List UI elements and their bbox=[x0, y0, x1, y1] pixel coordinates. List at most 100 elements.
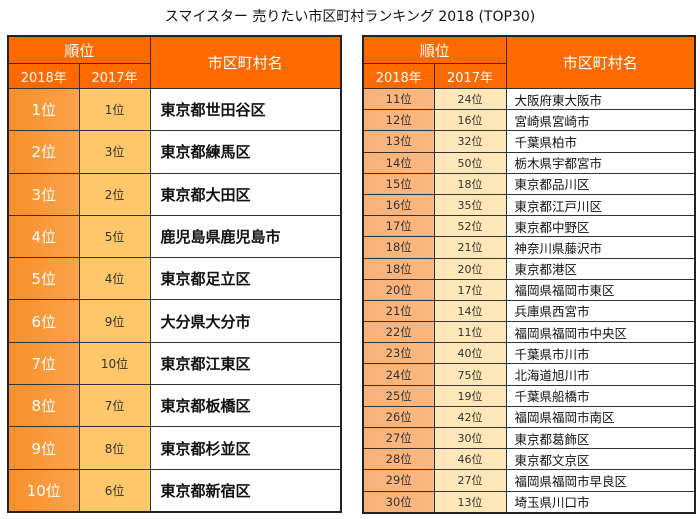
table-row: 14位 50位 栃木県宇都宮市 bbox=[362, 151, 696, 174]
rank-2017-cell: 6位 bbox=[78, 468, 151, 513]
municipality-name-cell: 東京都江東区 bbox=[149, 341, 342, 386]
rank-2018-cell: 16位 bbox=[362, 193, 435, 217]
rank-2018-cell: 25位 bbox=[362, 384, 435, 407]
rank-2018-cell: 17位 bbox=[362, 215, 435, 238]
table-row: 1位 1位 東京都世田谷区 bbox=[7, 87, 342, 132]
table-row: 24位 75位 北海道旭川市 bbox=[362, 363, 696, 386]
table-row: 3位 2位 東京都大田区 bbox=[7, 172, 342, 216]
table-row: 8位 7位 東京都板橋区 bbox=[7, 384, 342, 428]
table-row: 4位 5位 鹿児島県鹿児島市 bbox=[7, 214, 342, 259]
rank-2018-cell: 15位 bbox=[362, 172, 435, 195]
rank-2017-cell: 14位 bbox=[433, 299, 507, 323]
municipality-name-cell: 東京都江戸川区 bbox=[505, 193, 696, 217]
rank-2017-cell: 16位 bbox=[433, 109, 507, 132]
table-row: 22位 11位 福岡県福岡市中央区 bbox=[362, 321, 696, 344]
municipality-name-cell: 東京都品川区 bbox=[505, 172, 696, 195]
rank-2018-cell: 9位 bbox=[7, 426, 80, 470]
municipality-name-cell: 栃木県宇都宮市 bbox=[505, 151, 696, 174]
table-row: 15位 18位 東京都品川区 bbox=[362, 172, 696, 195]
table-row: 21位 14位 兵庫県西宮市 bbox=[362, 299, 696, 323]
rank-2018-cell: 26位 bbox=[362, 405, 435, 429]
year-2017-header: 2017年 bbox=[78, 63, 151, 89]
table-row: 25位 19位 千葉県船橋市 bbox=[362, 384, 696, 407]
rank-2017-cell: 21位 bbox=[433, 236, 507, 259]
rank-2018-cell: 12位 bbox=[362, 109, 435, 132]
rank-2018-cell: 4位 bbox=[7, 214, 80, 259]
table-row: 16位 35位 東京都江戸川区 bbox=[362, 193, 696, 217]
rank-2017-cell: 10位 bbox=[78, 341, 151, 386]
municipality-name-cell: 東京都足立区 bbox=[149, 257, 342, 301]
municipality-name-cell: 福岡県福岡市東区 bbox=[505, 278, 696, 301]
municipality-name-cell: 東京都葛飾区 bbox=[505, 426, 696, 450]
table-row: 29位 27位 福岡県福岡市早良区 bbox=[362, 469, 696, 492]
rank-2017-cell: 4位 bbox=[78, 257, 151, 301]
ranking-table-11-30: 順位 市区町村名 2018年 2017年 11位 24位 大阪府東大阪市 12位 16位… bbox=[362, 35, 697, 514]
municipality-name-cell: 東京都杉並区 bbox=[149, 426, 342, 470]
rank-2017-cell: 3位 bbox=[78, 130, 151, 174]
table-row: 7位 10位 東京都江東区 bbox=[7, 341, 342, 386]
rank-2018-cell: 18位 bbox=[362, 257, 435, 280]
municipality-name-cell: 福岡県福岡市早良区 bbox=[505, 469, 696, 492]
municipality-name-cell: 大分県大分市 bbox=[149, 299, 342, 343]
table-row: 12位 16位 宮崎県宮崎市 bbox=[362, 109, 696, 132]
table-row: 6位 9位 大分県大分市 bbox=[7, 299, 342, 343]
municipality-name-cell: 千葉県柏市 bbox=[505, 130, 696, 153]
municipality-name-cell: 神奈川県藤沢市 bbox=[505, 236, 696, 259]
rank-2018-cell: 24位 bbox=[362, 363, 435, 386]
municipality-name-cell: 東京都文京区 bbox=[505, 448, 696, 471]
rank-2017-cell: 30位 bbox=[433, 426, 507, 450]
municipality-name-cell: 宮崎県宮崎市 bbox=[505, 109, 696, 132]
rank-2017-cell: 7位 bbox=[78, 384, 151, 428]
rank-2018-cell: 3位 bbox=[7, 172, 80, 216]
municipality-name-cell: 東京都練馬区 bbox=[149, 130, 342, 174]
rank-2018-cell: 18位 bbox=[362, 236, 435, 259]
municipality-name-cell: 千葉県市川市 bbox=[505, 342, 696, 365]
rank-2017-cell: 52位 bbox=[433, 215, 507, 238]
table-row: 27位 30位 東京都葛飾区 bbox=[362, 426, 696, 450]
rank-2017-cell: 19位 bbox=[433, 384, 507, 407]
rank-2018-cell: 21位 bbox=[362, 299, 435, 323]
name-header: 市区町村名 bbox=[149, 35, 342, 89]
rank-2018-cell: 1位 bbox=[7, 87, 80, 132]
rank-2017-cell: 75位 bbox=[433, 363, 507, 386]
rank-2017-cell: 50位 bbox=[433, 151, 507, 174]
rank-2017-cell: 40位 bbox=[433, 342, 507, 365]
municipality-name-cell: 埼玉県川口市 bbox=[505, 490, 696, 514]
rank-2017-cell: 24位 bbox=[433, 87, 507, 111]
table-row: 5位 4位 東京都足立区 bbox=[7, 257, 342, 301]
rank-2017-cell: 20位 bbox=[433, 257, 507, 280]
rank-2017-cell: 18位 bbox=[433, 172, 507, 195]
municipality-name-cell: 北海道旭川市 bbox=[505, 363, 696, 386]
rank-2017-cell: 35位 bbox=[433, 193, 507, 217]
rank-2017-cell: 5位 bbox=[78, 214, 151, 259]
rank-header: 順位 bbox=[7, 35, 151, 64]
municipality-name-cell: 鹿児島県鹿児島市 bbox=[149, 214, 342, 259]
rank-2017-cell: 2位 bbox=[78, 172, 151, 216]
rank-2018-cell: 8位 bbox=[7, 384, 80, 428]
rank-2018-cell: 23位 bbox=[362, 342, 435, 365]
municipality-name-cell: 東京都板橋区 bbox=[149, 384, 342, 428]
rank-2017-cell: 42位 bbox=[433, 405, 507, 429]
rank-header: 順位 bbox=[362, 35, 507, 64]
rank-2018-cell: 10位 bbox=[7, 468, 80, 513]
municipality-name-cell: 兵庫県西宮市 bbox=[505, 299, 696, 323]
rank-2018-cell: 27位 bbox=[362, 426, 435, 450]
rank-2018-cell: 13位 bbox=[362, 130, 435, 153]
rank-2017-cell: 9位 bbox=[78, 299, 151, 343]
table-row: 20位 17位 福岡県福岡市東区 bbox=[362, 278, 696, 301]
rank-2018-cell: 29位 bbox=[362, 469, 435, 492]
rank-2018-cell: 7位 bbox=[7, 341, 80, 386]
municipality-name-cell: 大阪府東大阪市 bbox=[505, 87, 696, 111]
table-row: 26位 42位 福岡県福岡市南区 bbox=[362, 405, 696, 429]
table-row: 28位 46位 東京都文京区 bbox=[362, 448, 696, 471]
name-header: 市区町村名 bbox=[505, 35, 696, 89]
ranking-table-top10: 順位 市区町村名 2018年 2017年 1位 1位 東京都世田谷区 2位 3位 東京都練… bbox=[7, 35, 343, 513]
table-row: 10位 6位 東京都新宿区 bbox=[7, 468, 342, 513]
municipality-name-cell: 東京都中野区 bbox=[505, 215, 696, 238]
year-2018-header: 2018年 bbox=[7, 63, 80, 89]
municipality-name-cell: 福岡県福岡市中央区 bbox=[505, 321, 696, 344]
rank-2018-cell: 30位 bbox=[362, 490, 435, 514]
municipality-name-cell: 東京都世田谷区 bbox=[149, 87, 342, 132]
municipality-name-cell: 福岡県福岡市南区 bbox=[505, 405, 696, 429]
table-row: 9位 8位 東京都杉並区 bbox=[7, 426, 342, 470]
